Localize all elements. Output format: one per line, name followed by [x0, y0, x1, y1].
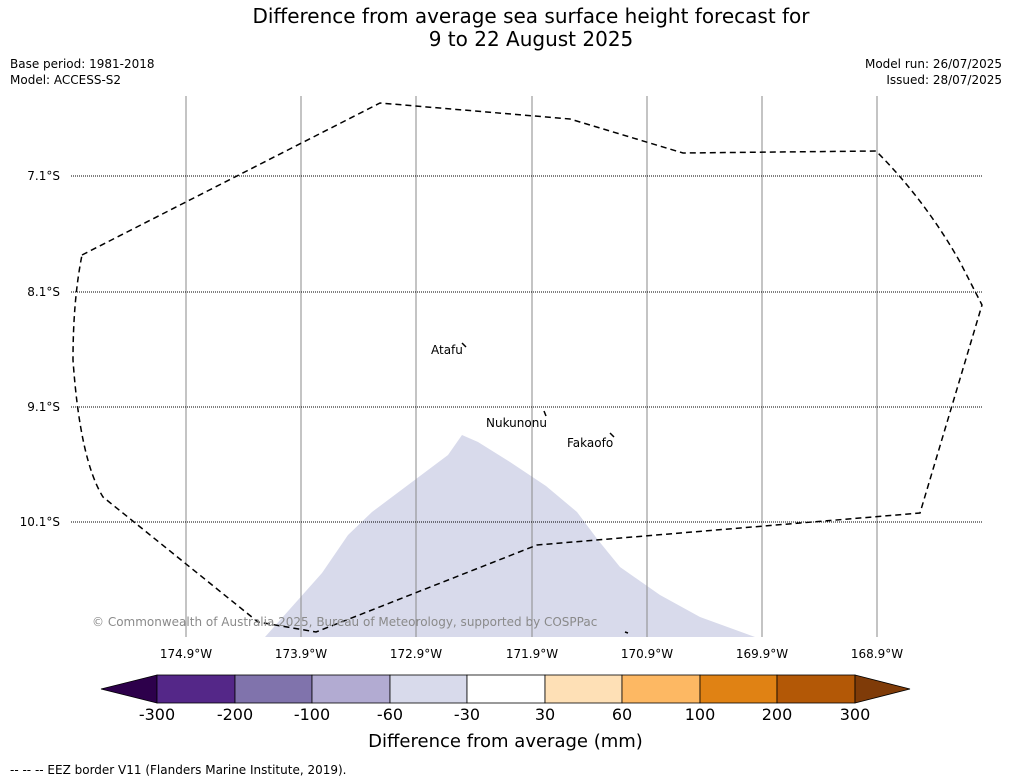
- meta-left: Base period: 1981-2018 Model: ACCESS-S2: [10, 56, 155, 88]
- colorbar-segment: [311, 674, 391, 704]
- longitude-gridlines: [185, 96, 878, 637]
- colorbar-tick: 60: [611, 705, 633, 724]
- lon-label-3: 172.9°W: [389, 647, 443, 661]
- colorbar-tick: -30: [453, 705, 481, 724]
- place-label-atafu: Atafu: [431, 343, 463, 357]
- lon-label-5: 170.9°W: [620, 647, 674, 661]
- nukunonu-island-mark: [543, 410, 547, 417]
- lon-label-4: 171.9°W: [505, 647, 559, 661]
- lat-label-3: 9.1°S: [27, 400, 60, 414]
- issued-text: Issued: 28/07/2025: [886, 73, 1002, 87]
- colorbar-tick: -100: [293, 705, 331, 724]
- lon-label-6: 169.9°W: [735, 647, 789, 661]
- copyright-notice: © Commonwealth of Australia 2025, Bureau…: [92, 615, 598, 629]
- colorbar-segment: [234, 674, 313, 704]
- model-text: Model: ACCESS-S2: [10, 73, 122, 87]
- anomaly-region: [265, 435, 755, 637]
- lon-label-7: 168.9°W: [850, 647, 904, 661]
- place-label-fakaofo: Fakaofo: [567, 436, 614, 450]
- colorbar-segment: [466, 674, 546, 704]
- latitude-gridlines: [71, 175, 982, 523]
- lat-label-2: 8.1°S: [27, 285, 60, 299]
- colorbar-segment: [389, 674, 468, 704]
- colorbar-extend-right: [854, 674, 911, 704]
- colorbar-tick: -300: [138, 705, 176, 724]
- eez-border: [72, 102, 983, 633]
- base-period-text: Base period: 1981-2018: [10, 57, 155, 71]
- colorbar-segment: [544, 674, 623, 704]
- colorbar: [100, 674, 911, 704]
- lat-label-4: 10.1°S: [19, 515, 60, 529]
- colorbar-segment: [621, 674, 701, 704]
- colorbar-tick: 30: [534, 705, 556, 724]
- colorbar-segment: [699, 674, 778, 704]
- colorbar-tick: -200: [216, 705, 254, 724]
- fakaofo-island-mark: [609, 432, 615, 438]
- colorbar-label: Difference from average (mm): [368, 731, 643, 752]
- meta-right: Model run: 26/07/2025 Issued: 28/07/2025: [865, 56, 1002, 88]
- colorbar-segment: [776, 674, 856, 704]
- eez-legend-footer: -- -- -- EEZ border V11 (Flanders Marine…: [10, 763, 347, 777]
- lon-label-1: 174.9°W: [159, 647, 213, 661]
- atafu-island-mark: [461, 342, 467, 348]
- colorbar-tick: 100: [684, 705, 716, 724]
- colorbar-extend-left: [100, 674, 158, 704]
- island-marks: [461, 342, 629, 634]
- colorbar-tick: 200: [761, 705, 793, 724]
- model-run-text: Model run: 26/07/2025: [864, 57, 1002, 71]
- small-island-mark: [624, 631, 629, 634]
- lat-label-1: 7.1°S: [27, 169, 60, 183]
- place-label-nukunonu: Nukunonu: [486, 416, 547, 430]
- title-line-1: Difference from average sea surface heig…: [252, 4, 810, 28]
- colorbar-tick: -60: [376, 705, 404, 724]
- lon-label-2: 173.9°W: [274, 647, 328, 661]
- chart-title: Difference from average sea surface heig…: [0, 5, 1011, 51]
- title-line-2: 9 to 22 August 2025: [428, 27, 634, 51]
- colorbar-tick: 300: [839, 705, 871, 724]
- colorbar-segment: [156, 674, 236, 704]
